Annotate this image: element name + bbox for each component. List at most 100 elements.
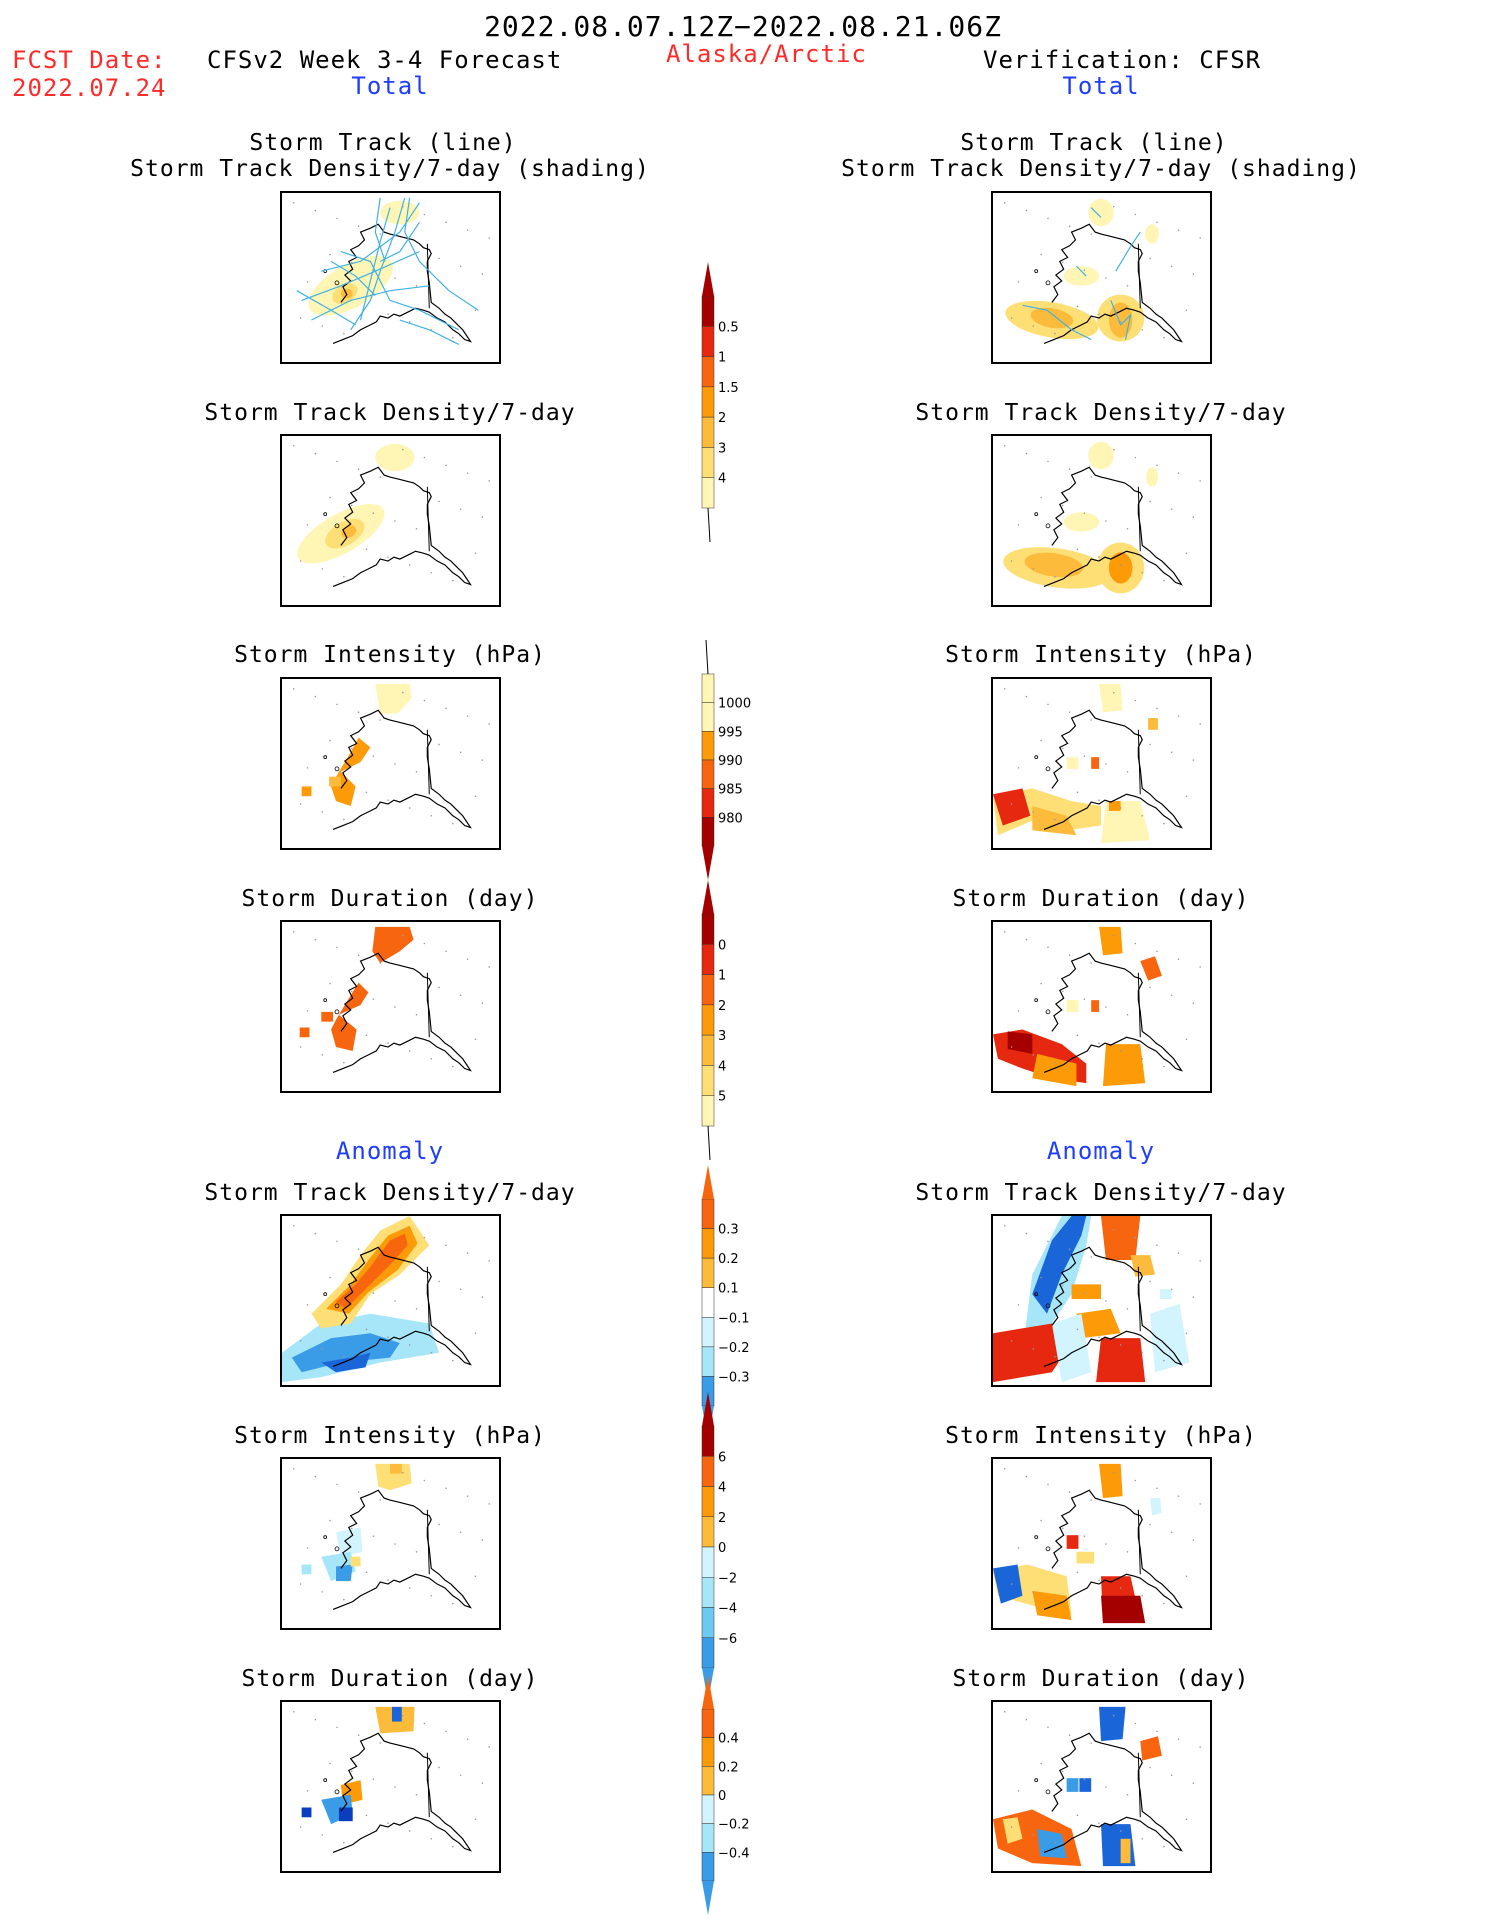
shading-area xyxy=(1088,198,1114,227)
colorbar-segment xyxy=(701,702,715,732)
shading-area xyxy=(1146,467,1158,487)
anomaly-area xyxy=(321,1352,371,1373)
island xyxy=(334,766,340,772)
title-intensity-anom-left: Storm Intensity (hPa) xyxy=(234,1423,546,1449)
title-track-shading-left: Storm Track Density/7-day (shading) xyxy=(130,156,650,182)
map-svg xyxy=(1003,441,1201,594)
colorbar-tick-label: 3 xyxy=(718,441,726,456)
coastline xyxy=(1043,952,1183,1073)
duration-area xyxy=(372,926,414,964)
island xyxy=(323,512,328,517)
island xyxy=(1045,523,1051,529)
colorbar-segment xyxy=(701,1794,715,1824)
colorbar-svg: 0 1 2 3 4 5 xyxy=(701,880,726,1161)
anomaly-area xyxy=(336,1564,353,1582)
map-svg xyxy=(282,1216,490,1383)
colorbar-tick-label: −0.4 xyxy=(718,1846,750,1861)
graticule xyxy=(1003,1467,1201,1605)
island xyxy=(323,998,328,1003)
verification-title: Verification: CFSR xyxy=(983,46,1262,74)
shading-area xyxy=(1063,512,1100,532)
colorbar-tick-label: 1.5 xyxy=(718,381,739,396)
colorbar-segment xyxy=(701,326,715,357)
colorbar-stem xyxy=(705,639,709,675)
colorbar-segment xyxy=(701,1577,715,1608)
anomaly-area xyxy=(291,1333,400,1373)
coastline xyxy=(332,952,472,1073)
colorbar-segment xyxy=(701,1095,715,1127)
graticule xyxy=(1003,1710,1201,1848)
colorbar-tick-label: −0.2 xyxy=(718,1818,750,1833)
duration-area xyxy=(331,982,369,1051)
shading-area xyxy=(1108,552,1133,584)
anomaly-area xyxy=(1037,1828,1067,1859)
island xyxy=(1045,280,1051,286)
coastline xyxy=(1043,223,1183,344)
colorbar-arrow xyxy=(702,1392,714,1426)
coastline xyxy=(1043,1489,1183,1610)
colorbar-segment xyxy=(701,1766,715,1796)
graticule xyxy=(1003,201,1201,339)
island xyxy=(1034,269,1039,274)
colorbar-segment xyxy=(701,1516,715,1548)
shading-cell xyxy=(1071,1284,1102,1300)
map-svg xyxy=(993,1463,1201,1624)
colorbar-duration-total: 0 1 2 3 4 5 xyxy=(700,880,780,1161)
border-line xyxy=(1137,243,1141,309)
shading-cell xyxy=(1066,1778,1079,1792)
coastline xyxy=(332,1246,472,1367)
border-line xyxy=(1137,1509,1141,1575)
colorbar-segment xyxy=(701,386,715,418)
intensity-area xyxy=(1099,683,1123,713)
colorbar-segment xyxy=(701,1346,715,1377)
colorbar-segment xyxy=(701,477,715,509)
border-line xyxy=(426,486,430,552)
anomaly-area xyxy=(1150,1303,1190,1373)
coastline xyxy=(1043,1732,1183,1853)
colorbar-tick-label: −6 xyxy=(718,1632,737,1647)
border-line xyxy=(426,1509,430,1575)
title-track-line-right: Storm Track (line) xyxy=(960,130,1228,156)
coastline xyxy=(332,1489,472,1610)
intensity-area xyxy=(375,683,412,715)
map-svg xyxy=(292,443,490,587)
colorbar-arrow xyxy=(702,1675,714,1709)
colorbar-tick-label: −0.3 xyxy=(718,1370,750,1385)
coastline xyxy=(1043,1246,1183,1367)
duration-area xyxy=(1140,956,1162,981)
graticule xyxy=(1003,444,1201,582)
intensity-area xyxy=(993,788,1031,826)
shading-cell xyxy=(301,1807,312,1818)
colorbar-tick-label: −0.1 xyxy=(718,1311,750,1326)
colorbar-tick-label: 1 xyxy=(718,969,726,984)
shading-cell xyxy=(1091,757,1100,769)
storm-track xyxy=(350,197,406,331)
map-intensity-verification xyxy=(991,677,1212,850)
anomaly-area xyxy=(336,1527,363,1557)
colorbar-tick-label: 1000 xyxy=(718,697,751,712)
island xyxy=(323,755,328,760)
colorbar-segment xyxy=(701,1486,715,1517)
island xyxy=(1034,755,1039,760)
duration-area xyxy=(1032,1053,1077,1087)
colorbar-segment xyxy=(701,817,715,847)
map-intensity-forecast xyxy=(280,677,501,850)
anomaly-area xyxy=(1130,1255,1156,1277)
colorbar-segment xyxy=(701,1317,715,1348)
colorbar-segment xyxy=(701,1456,715,1487)
map-svg xyxy=(1003,198,1201,344)
anomaly-area xyxy=(1076,1308,1121,1339)
colorbar-tick-label: 2 xyxy=(718,999,726,1014)
title-track-line-left: Storm Track (line) xyxy=(249,130,517,156)
colorbar-svg: 1000 995 990 985 980 xyxy=(701,639,751,880)
colorbar-tick-label: −0.2 xyxy=(718,1341,750,1356)
colorbar-tick-label: 0 xyxy=(718,1789,726,1804)
graticule xyxy=(1003,930,1201,1068)
anomaly-area xyxy=(993,1323,1072,1383)
island xyxy=(1034,998,1039,1003)
colorbar-tick-label: 3 xyxy=(718,1029,726,1044)
colorbar-tick-label: 0 xyxy=(718,1541,726,1556)
map-svg xyxy=(292,1463,490,1610)
colorbar-segment xyxy=(701,416,715,448)
colorbar-stem xyxy=(707,1125,711,1161)
